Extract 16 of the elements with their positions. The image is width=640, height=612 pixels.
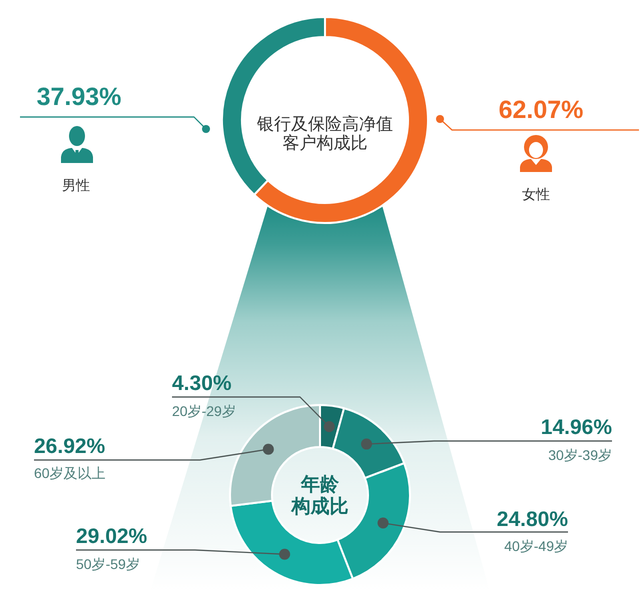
slice-label: 30岁-39岁	[548, 447, 612, 463]
data-label: 37.93%	[36, 83, 122, 111]
data-label: 26.92%	[34, 435, 106, 458]
legend-label: 男性	[62, 177, 90, 193]
data-label: 4.30%	[172, 372, 232, 395]
data-label: 62.07%	[498, 96, 584, 124]
slice-label: 50岁-59岁	[76, 556, 140, 572]
slice-label: 60岁及以上	[34, 465, 106, 481]
text: 年龄构成比	[290, 474, 348, 518]
legend-label: 女性	[522, 186, 550, 202]
data-label: 29.02%	[76, 525, 148, 548]
slice-label: 40岁-49岁	[504, 538, 568, 554]
slice-label: 20岁-29岁	[172, 403, 236, 419]
text: 银行及保险高净值客户构成比	[256, 114, 393, 152]
data-label: 24.80%	[496, 508, 568, 531]
data-label: 14.96%	[540, 416, 612, 439]
